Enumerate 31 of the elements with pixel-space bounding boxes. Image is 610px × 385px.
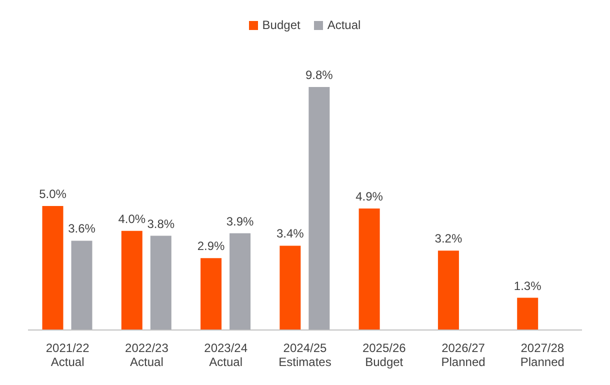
legend-label: Actual bbox=[326, 18, 361, 32]
bar bbox=[358, 208, 380, 330]
legend-label: Budget bbox=[261, 18, 300, 32]
data-label: 3.6% bbox=[68, 222, 96, 236]
x-tick-label: 2024/25 Estimates bbox=[278, 341, 332, 369]
bar bbox=[71, 240, 92, 330]
bar bbox=[438, 250, 459, 330]
data-label: 3.4% bbox=[276, 226, 304, 241]
data-label: 5.0% bbox=[39, 187, 67, 202]
data-label: 1.3% bbox=[514, 278, 542, 293]
bar bbox=[230, 233, 251, 330]
x-tick-label: 2025/26 Budget bbox=[362, 341, 406, 369]
bar bbox=[200, 258, 222, 330]
bar bbox=[121, 230, 142, 330]
bar bbox=[42, 206, 64, 330]
data-label: 2.9% bbox=[197, 239, 226, 254]
data-label: 9.8% bbox=[305, 68, 334, 82]
data-label: 3.2% bbox=[434, 232, 462, 246]
bar bbox=[150, 236, 172, 330]
data-label: 3.9% bbox=[226, 214, 254, 228]
data-label: 3.8% bbox=[147, 216, 175, 231]
data-label: 4.0% bbox=[118, 212, 146, 226]
x-tick-label: 2022/23 Actual bbox=[125, 341, 169, 369]
x-tick-label: 2023/24 Actual bbox=[204, 341, 248, 369]
bar bbox=[308, 87, 330, 330]
x-tick-label: 2026/27 Planned bbox=[441, 341, 486, 369]
x-tick-label: 2027/28 Planned bbox=[520, 341, 564, 369]
data-label: 4.9% bbox=[356, 190, 384, 204]
bar bbox=[517, 298, 538, 330]
x-tick-label: 2021/22 Actual bbox=[46, 341, 90, 369]
bar bbox=[280, 246, 301, 330]
